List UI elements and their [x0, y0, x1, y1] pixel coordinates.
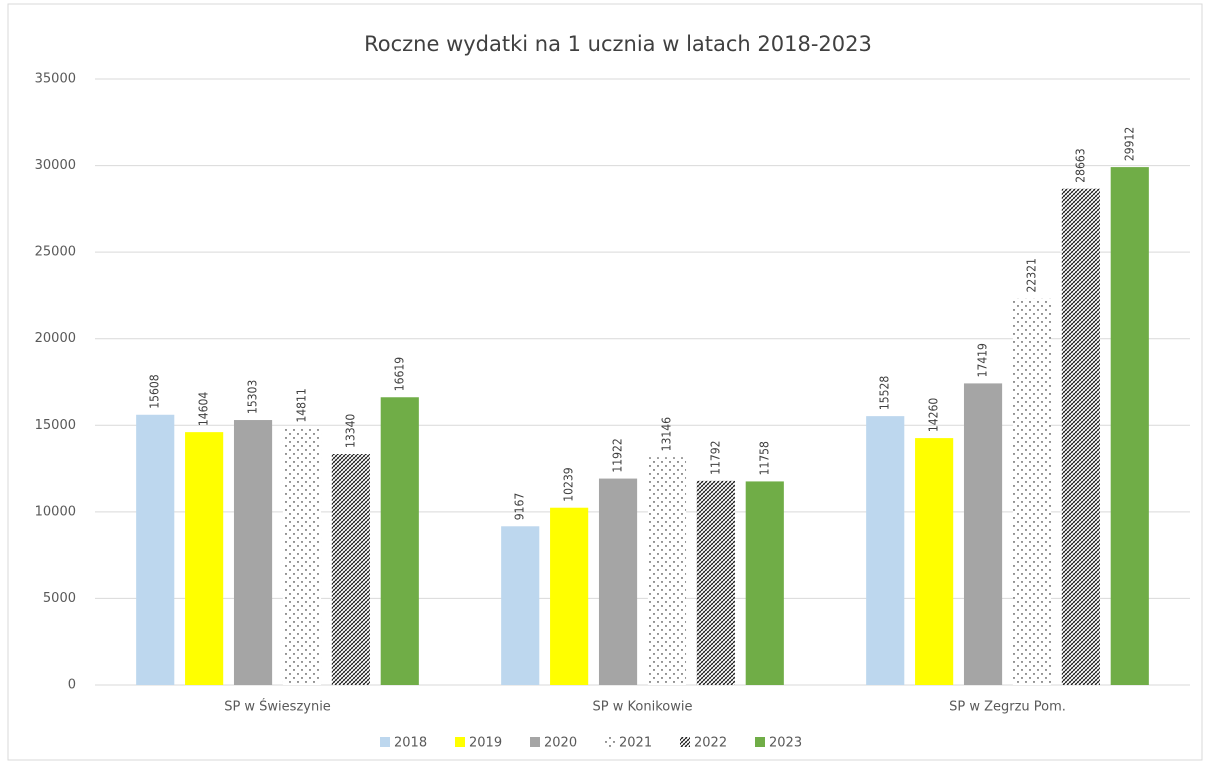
chart-title: Roczne wydatki na 1 ucznia w latach 2018… [364, 32, 872, 56]
bar [331, 454, 370, 685]
bar [185, 432, 224, 685]
data-label: 9167 [513, 493, 527, 520]
legend-swatch [680, 737, 690, 747]
legend-swatch [455, 737, 465, 747]
data-label: 15303 [246, 380, 260, 414]
bar [963, 383, 1003, 685]
legend-label: 2020 [544, 736, 577, 751]
y-tick-label: 20000 [35, 331, 76, 346]
y-tick-label: 0 [68, 678, 76, 693]
bar [233, 420, 273, 685]
data-label: 22321 [1024, 258, 1038, 292]
data-label: 11792 [708, 440, 722, 474]
data-label: 14260 [927, 398, 941, 432]
data-label: 13340 [343, 414, 357, 448]
legend-label: 2019 [469, 736, 502, 751]
bar [598, 478, 638, 685]
bar [866, 416, 905, 685]
data-label: 15528 [878, 376, 892, 410]
x-tick-label: SP w Zegrzu Pom. [949, 700, 1066, 715]
data-label: 11758 [757, 441, 771, 475]
data-label: 14604 [197, 392, 211, 426]
legend-swatch [530, 737, 540, 747]
data-label: 29912 [1122, 127, 1136, 161]
y-tick-label: 35000 [35, 72, 76, 87]
data-label: 28663 [1073, 148, 1087, 182]
legend-label: 2023 [769, 736, 802, 751]
legend-swatch [380, 737, 390, 747]
bar [136, 414, 175, 685]
bar [1012, 298, 1052, 685]
bar [1110, 167, 1149, 685]
legend-swatch [755, 737, 765, 747]
legend-label: 2022 [694, 736, 727, 751]
bar [915, 438, 954, 685]
data-label: 11922 [611, 438, 625, 472]
bar [501, 526, 540, 685]
data-label: 14811 [294, 388, 308, 422]
bar [647, 457, 687, 685]
y-tick-label: 10000 [35, 504, 76, 519]
bar [380, 397, 419, 685]
x-tick-label: SP w Świeszynie [224, 699, 331, 715]
legend-label: 2021 [619, 736, 652, 751]
legend-swatch [605, 737, 615, 747]
legend: 2018 2019 2020 2021 2022 2023 [380, 736, 802, 751]
data-label: 15608 [148, 374, 162, 408]
y-tick-label: 15000 [35, 418, 76, 433]
data-label: 10239 [562, 467, 576, 501]
bar [696, 480, 735, 685]
bar [282, 428, 322, 685]
bar [1061, 188, 1100, 685]
bar [745, 481, 784, 685]
y-tick-label: 25000 [35, 245, 76, 260]
bar [550, 507, 589, 685]
data-label: 17419 [976, 343, 990, 377]
x-tick-label: SP w Konikowie [593, 700, 693, 715]
legend-label: 2018 [394, 736, 427, 751]
data-label: 13146 [659, 417, 673, 451]
y-tick-label: 30000 [35, 158, 76, 173]
data-label: 16619 [392, 357, 406, 391]
y-tick-label: 5000 [43, 591, 76, 606]
